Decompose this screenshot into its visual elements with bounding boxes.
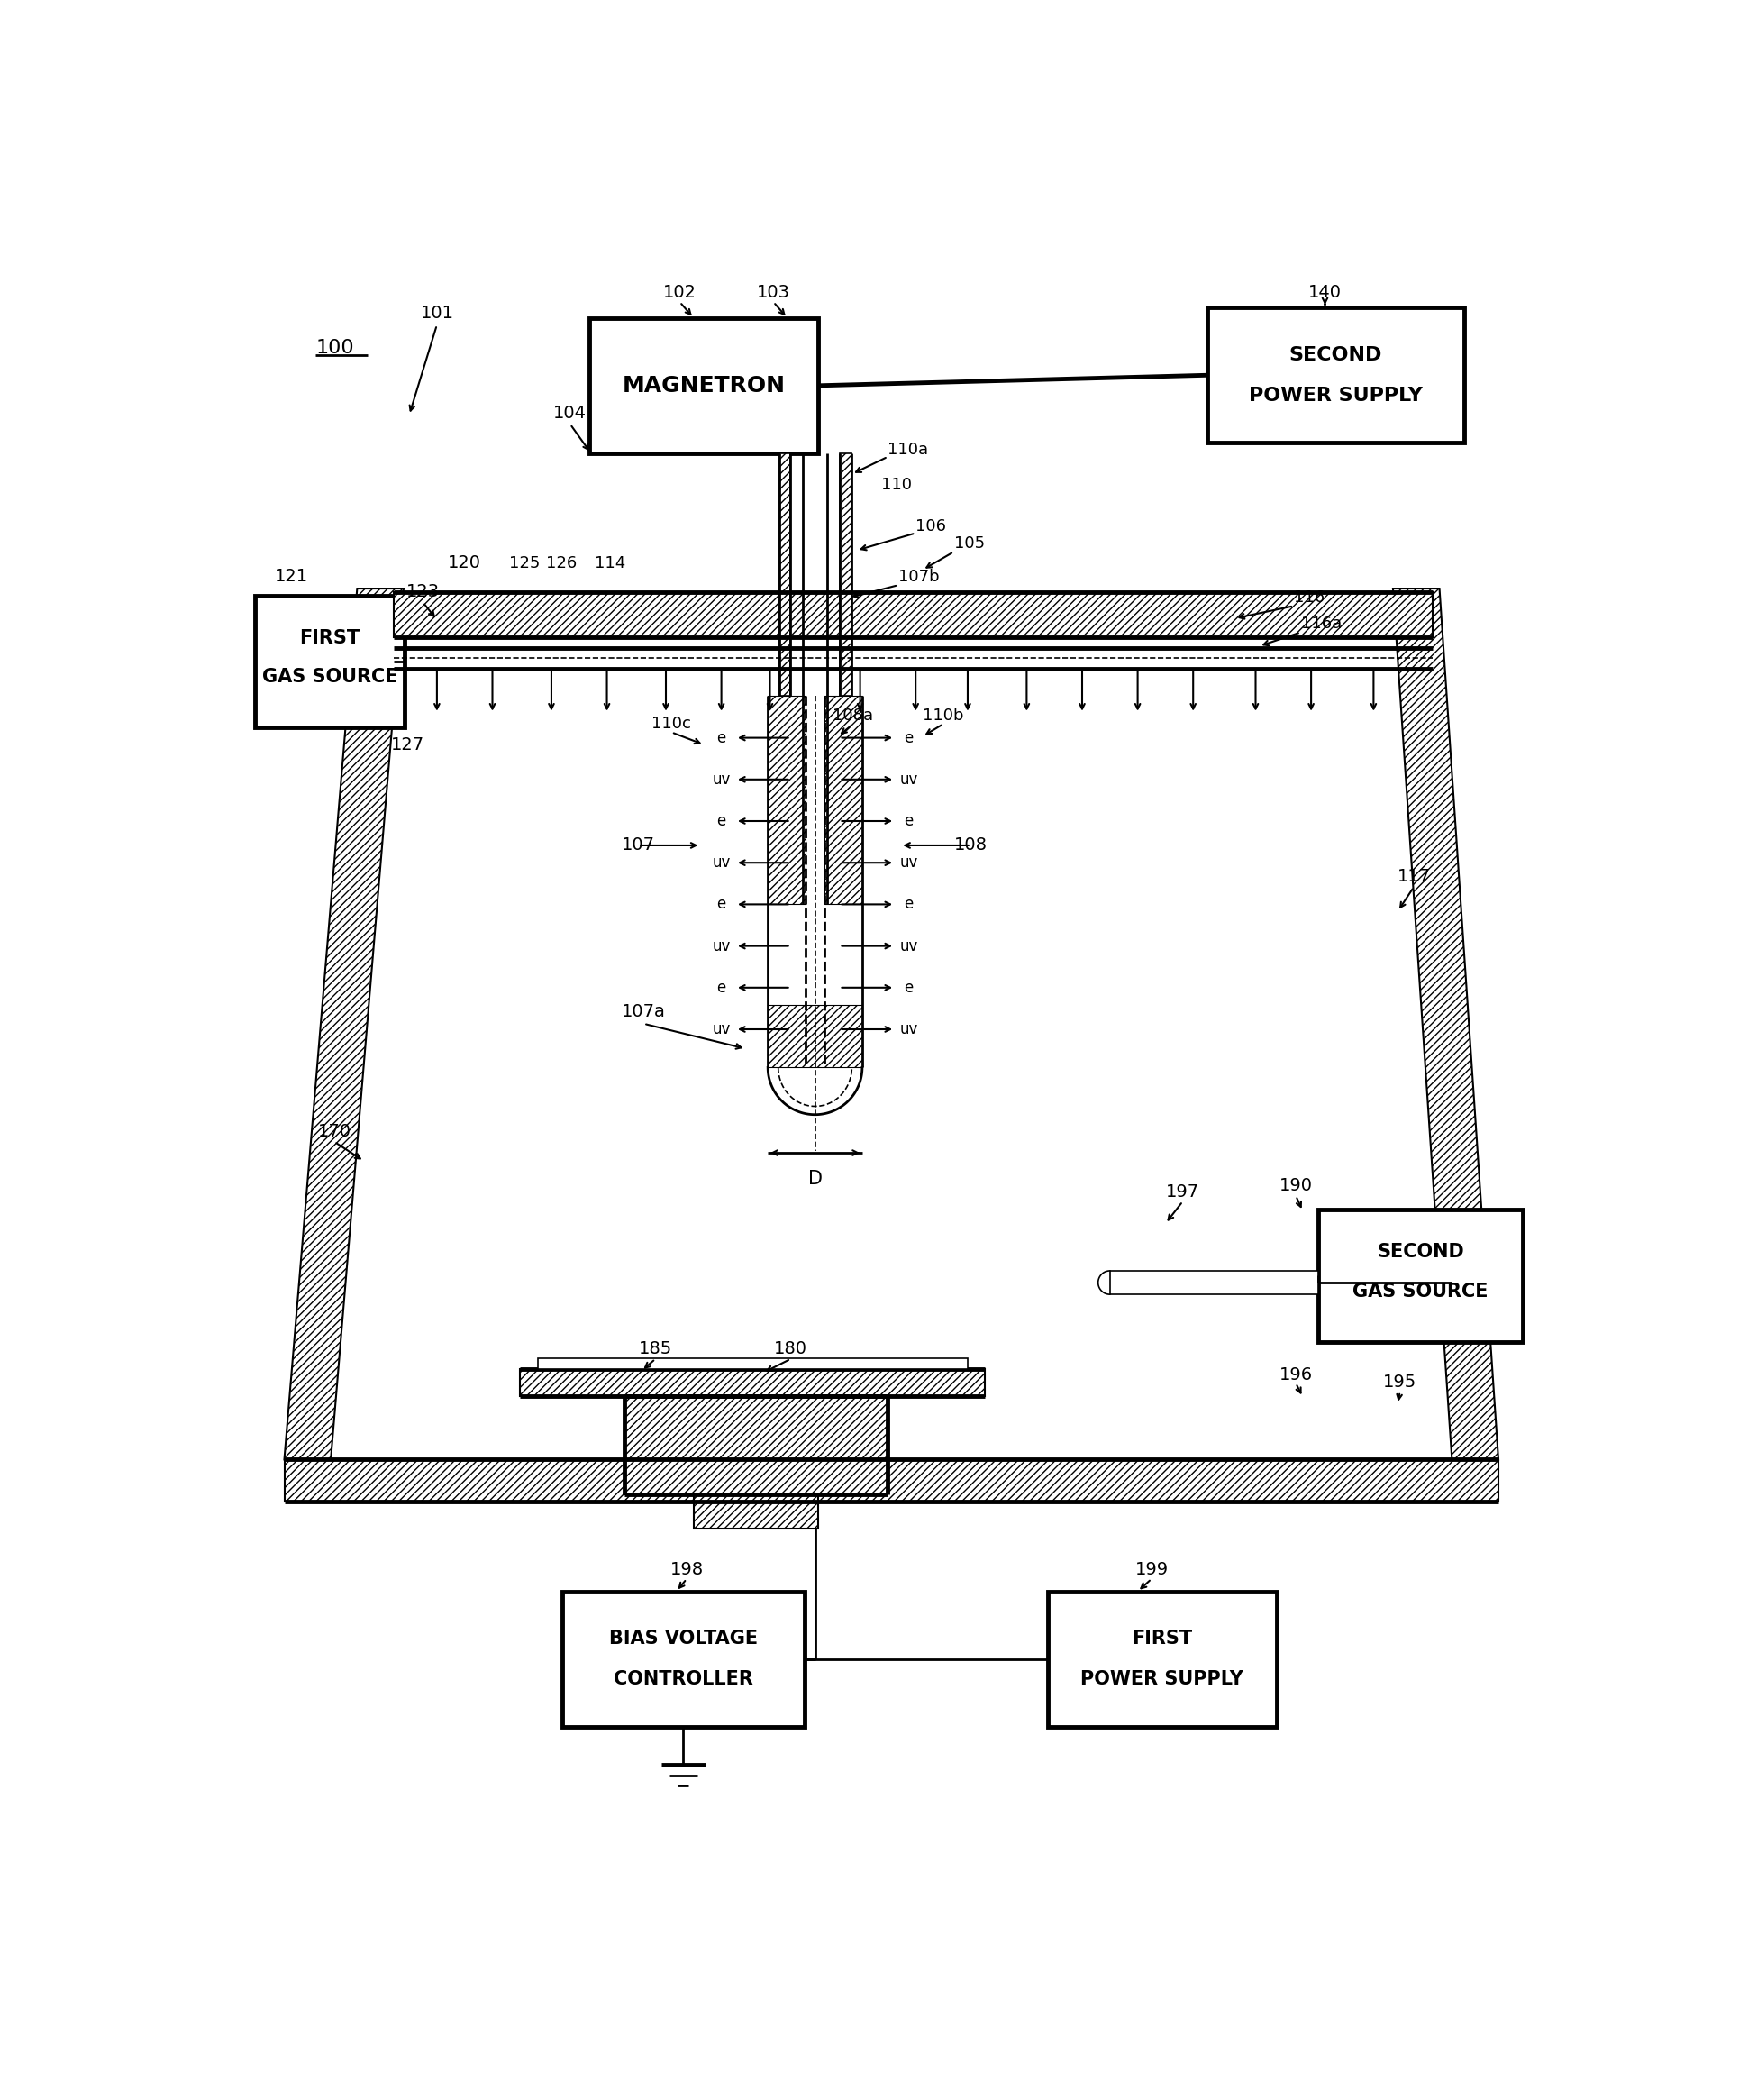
Bar (1047, 1592, 1276, 1726)
Text: GAS SOURCE: GAS SOURCE (263, 668, 396, 687)
Text: 198: 198 (670, 1560, 703, 1577)
Text: 110a: 110a (887, 441, 929, 458)
Text: 140: 140 (1308, 284, 1341, 300)
Polygon shape (393, 592, 1431, 636)
Text: 110b: 110b (922, 708, 963, 724)
Text: 125: 125 (508, 554, 539, 571)
Text: 102: 102 (663, 284, 696, 300)
Text: BIAS VOLTAGE: BIAS VOLTAGE (609, 1630, 756, 1649)
Text: SECOND: SECOND (1289, 347, 1381, 363)
Text: e: e (716, 813, 725, 830)
Text: SECOND: SECOND (1376, 1243, 1462, 1260)
Polygon shape (824, 697, 863, 905)
Text: MAGNETRON: MAGNETRON (623, 374, 786, 397)
Text: 121: 121 (275, 569, 308, 586)
Text: 195: 195 (1383, 1373, 1416, 1390)
Polygon shape (694, 1495, 817, 1529)
Text: 107b: 107b (897, 569, 939, 586)
Text: POWER SUPPLY: POWER SUPPLY (1249, 386, 1421, 405)
Text: 110: 110 (880, 477, 911, 493)
Bar (537, 1359, 967, 1369)
Text: uv: uv (711, 855, 730, 871)
Polygon shape (767, 1006, 863, 1067)
Bar (1109, 1270, 1318, 1294)
Text: e: e (904, 729, 913, 746)
Text: 185: 185 (638, 1340, 671, 1357)
Polygon shape (767, 697, 805, 905)
Text: FIRST: FIRST (299, 628, 360, 647)
Text: uv: uv (711, 771, 730, 788)
Text: 105: 105 (953, 536, 984, 552)
Bar (1318, 1210, 1522, 1342)
Polygon shape (283, 1460, 1497, 1502)
Text: 100: 100 (315, 338, 353, 357)
Text: uv: uv (711, 1021, 730, 1037)
Text: 180: 180 (774, 1340, 807, 1357)
Text: D: D (807, 1170, 823, 1189)
Text: 197: 197 (1165, 1184, 1198, 1201)
Text: 107a: 107a (621, 1004, 666, 1021)
Polygon shape (624, 1396, 887, 1495)
Text: 106: 106 (915, 519, 946, 533)
Text: 114: 114 (595, 554, 626, 571)
Polygon shape (779, 454, 790, 697)
Text: 116a: 116a (1301, 615, 1341, 632)
Text: uv: uv (899, 939, 918, 953)
Text: 107: 107 (621, 836, 654, 855)
Polygon shape (1393, 588, 1497, 1460)
Text: uv: uv (899, 1021, 918, 1037)
Text: e: e (716, 979, 725, 995)
Text: uv: uv (711, 939, 730, 953)
Text: e: e (904, 813, 913, 830)
Text: 123: 123 (407, 584, 440, 601)
Text: 108a: 108a (833, 708, 873, 724)
Bar (590, 317, 817, 454)
Polygon shape (283, 588, 403, 1460)
Text: 199: 199 (1134, 1560, 1167, 1577)
Text: e: e (716, 897, 725, 914)
Text: e: e (716, 729, 725, 746)
Bar (562, 1592, 803, 1726)
Text: 103: 103 (756, 284, 790, 300)
Text: 116: 116 (1294, 590, 1323, 605)
Text: CONTROLLER: CONTROLLER (614, 1670, 753, 1688)
Text: FIRST: FIRST (1130, 1630, 1191, 1649)
Polygon shape (520, 1369, 984, 1396)
Text: 101: 101 (421, 304, 454, 321)
Bar (256, 596, 403, 727)
Text: 170: 170 (318, 1124, 351, 1140)
Text: uv: uv (899, 855, 918, 871)
Text: 120: 120 (447, 554, 482, 571)
Text: uv: uv (899, 771, 918, 788)
Text: POWER SUPPLY: POWER SUPPLY (1080, 1670, 1243, 1688)
Text: 110c: 110c (652, 716, 690, 733)
Text: GAS SOURCE: GAS SOURCE (1351, 1283, 1487, 1300)
Text: 108: 108 (955, 836, 988, 855)
Bar (1207, 307, 1462, 443)
Text: 117: 117 (1396, 867, 1429, 886)
Text: 190: 190 (1278, 1176, 1311, 1195)
Text: 126: 126 (546, 554, 577, 571)
Text: 127: 127 (391, 737, 424, 754)
Polygon shape (840, 454, 850, 697)
Text: e: e (904, 979, 913, 995)
Text: e: e (904, 897, 913, 914)
Text: 196: 196 (1278, 1367, 1311, 1384)
Text: 104: 104 (553, 405, 586, 422)
